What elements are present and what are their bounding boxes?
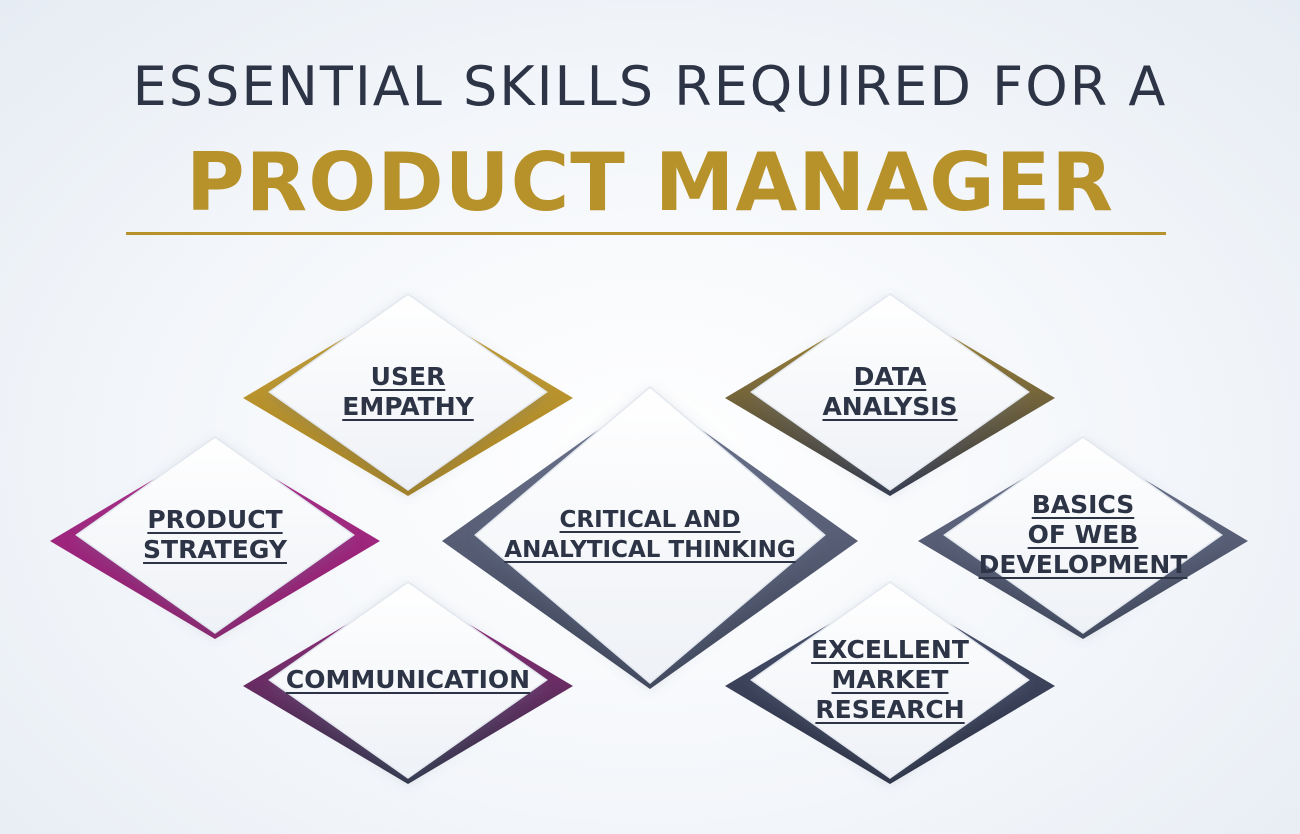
skill-label-web-development: BASICS OF WEB DEVELOPMENT bbox=[979, 490, 1188, 580]
title-line-2: PRODUCT MANAGER bbox=[185, 136, 1115, 229]
skill-label-line: CRITICAL AND bbox=[559, 507, 741, 533]
skill-card-critical-thinking bbox=[474, 386, 826, 684]
skill-tile-critical-thinking bbox=[442, 386, 858, 689]
skill-tile-data-analysis bbox=[725, 293, 1055, 496]
skill-label-line: MARKET bbox=[831, 665, 949, 694]
skill-label-line: DATA bbox=[853, 362, 927, 391]
skill-label-line: DEVELOPMENT bbox=[978, 550, 1188, 579]
skill-label-line: USER bbox=[370, 362, 446, 391]
skill-card-data-analysis bbox=[750, 293, 1030, 491]
skill-label-line: OF WEB bbox=[1027, 520, 1139, 549]
skill-label-line: STRATEGY bbox=[143, 535, 287, 564]
title-line-1: ESSENTIAL SKILLS REQUIRED FOR A bbox=[132, 55, 1168, 118]
skill-tile-communication bbox=[243, 581, 573, 784]
skill-label-line: PRODUCT bbox=[147, 505, 283, 534]
skill-label-user-empathy: USER EMPATHY bbox=[342, 362, 473, 422]
skill-tile-product-strategy bbox=[50, 436, 380, 639]
skill-label-line: BASICS bbox=[1031, 490, 1135, 519]
skill-card-market-research bbox=[750, 581, 1030, 779]
skill-label-line: COMMUNICATION bbox=[285, 665, 531, 694]
skill-tile-web-development bbox=[918, 436, 1248, 639]
title-underline bbox=[126, 232, 1166, 235]
skill-card-web-development bbox=[943, 436, 1223, 634]
skill-label-product-strategy: PRODUCT STRATEGY bbox=[143, 505, 287, 565]
skill-card-user-empathy bbox=[268, 293, 548, 491]
skill-card-communication bbox=[268, 581, 548, 779]
skill-label-critical-thinking: CRITICAL AND ANALYTICAL THINKING bbox=[504, 505, 795, 565]
skill-label-line: EMPATHY bbox=[342, 392, 474, 421]
skill-tile-user-empathy bbox=[243, 293, 573, 496]
skill-label-communication: COMMUNICATION bbox=[286, 665, 530, 695]
skill-tile-market-research bbox=[725, 581, 1055, 784]
skill-label-market-research: EXCELLENT MARKET RESEARCH bbox=[811, 635, 969, 725]
skill-label-data-analysis: DATA ANALYSIS bbox=[822, 362, 957, 422]
skill-label-line: EXCELLENT bbox=[811, 635, 969, 664]
skill-label-line: RESEARCH bbox=[815, 695, 965, 724]
skill-card-product-strategy bbox=[75, 436, 355, 634]
skill-label-line: ANALYTICAL THINKING bbox=[504, 537, 796, 563]
skill-label-line: ANALYSIS bbox=[822, 392, 958, 421]
